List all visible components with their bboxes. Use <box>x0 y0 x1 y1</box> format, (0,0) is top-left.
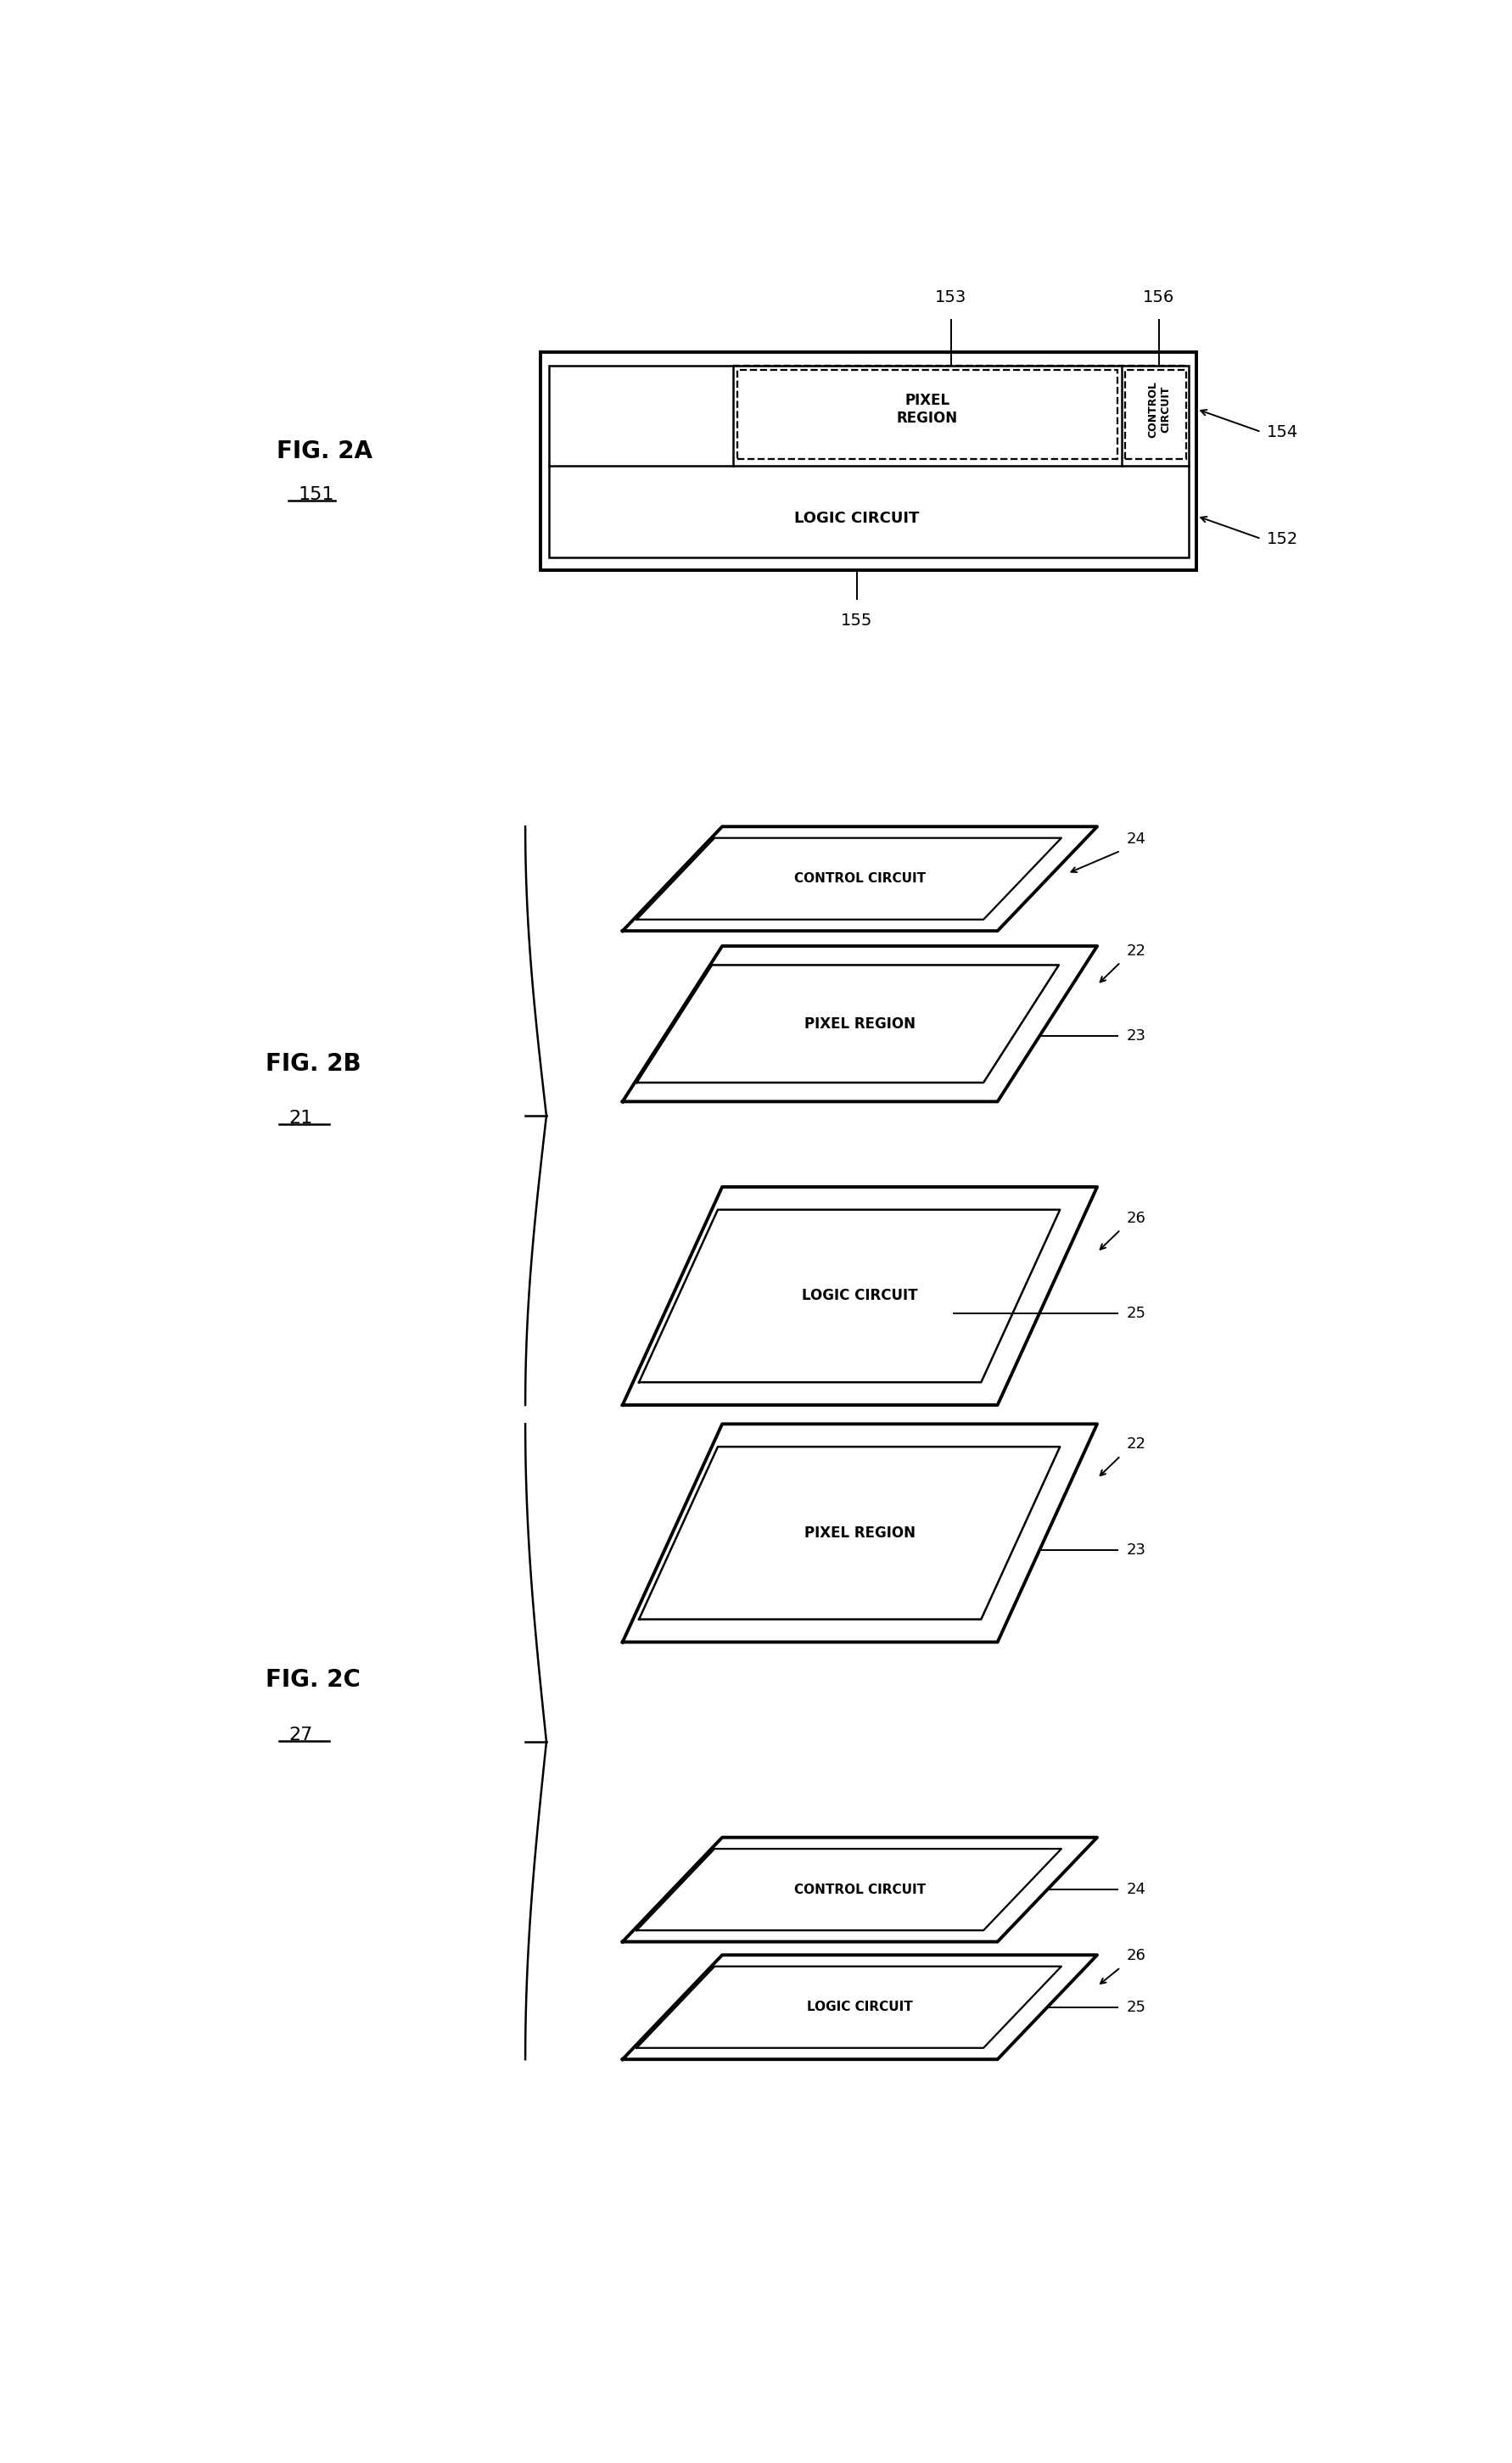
Text: FIG. 2A: FIG. 2A <box>277 438 373 463</box>
Text: 27: 27 <box>289 1727 313 1744</box>
Text: 26: 26 <box>1126 1948 1146 1963</box>
Text: 26: 26 <box>1126 1209 1146 1227</box>
Text: 25: 25 <box>1126 2000 1146 2015</box>
Text: 25: 25 <box>1126 1305 1146 1320</box>
Text: CONTROL
CIRCUIT: CONTROL CIRCUIT <box>1148 382 1170 438</box>
Polygon shape <box>623 946 1098 1101</box>
Bar <box>549 365 1188 557</box>
Text: 153: 153 <box>934 288 966 305</box>
Text: 156: 156 <box>1143 288 1175 305</box>
Text: 21: 21 <box>289 1111 313 1128</box>
Text: LOGIC CIRCUIT: LOGIC CIRCUIT <box>807 2000 913 2015</box>
Bar <box>1125 369 1185 458</box>
Text: 23: 23 <box>1126 1030 1146 1044</box>
Text: 155: 155 <box>841 613 872 628</box>
Polygon shape <box>623 1956 1098 2059</box>
Text: LOGIC CIRCUIT: LOGIC CIRCUIT <box>794 510 919 525</box>
Text: 22: 22 <box>1126 1436 1146 1453</box>
Text: 154: 154 <box>1267 424 1299 441</box>
Text: 151: 151 <box>298 485 334 502</box>
Text: PIXEL REGION: PIXEL REGION <box>804 1525 915 1542</box>
Text: CONTROL CIRCUIT: CONTROL CIRCUIT <box>794 872 925 884</box>
Text: 152: 152 <box>1267 530 1299 547</box>
Text: LOGIC CIRCUIT: LOGIC CIRCUIT <box>801 1288 918 1303</box>
Polygon shape <box>623 1837 1098 1941</box>
Text: PIXEL REGION: PIXEL REGION <box>804 1017 915 1032</box>
Text: FIG. 2C: FIG. 2C <box>265 1667 360 1692</box>
Bar <box>541 352 1198 571</box>
Polygon shape <box>623 1424 1098 1643</box>
Polygon shape <box>623 828 1098 931</box>
Text: 24: 24 <box>1126 1882 1146 1897</box>
Text: 24: 24 <box>1126 832 1146 847</box>
Text: CONTROL CIRCUIT: CONTROL CIRCUIT <box>794 1884 925 1897</box>
Text: PIXEL
REGION: PIXEL REGION <box>897 392 959 426</box>
Text: 22: 22 <box>1126 943 1146 958</box>
Text: 23: 23 <box>1126 1542 1146 1559</box>
Bar <box>738 369 1117 458</box>
Polygon shape <box>623 1187 1098 1404</box>
Text: FIG. 2B: FIG. 2B <box>265 1052 361 1076</box>
